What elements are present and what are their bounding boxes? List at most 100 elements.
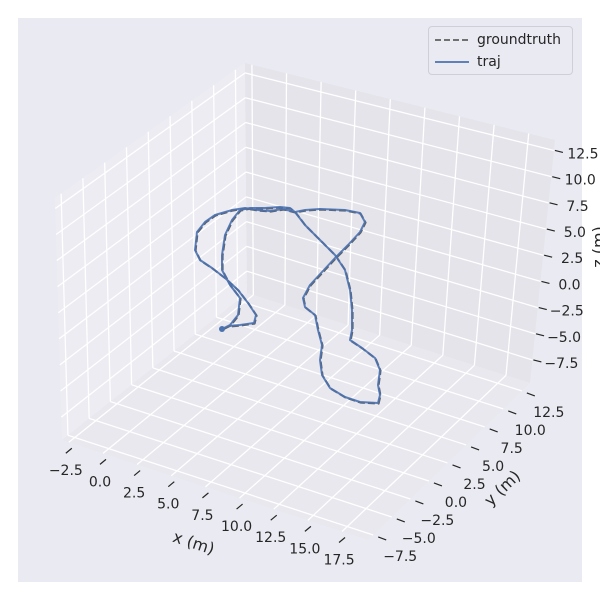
traj-line (194, 206, 381, 404)
gridline-z (246, 245, 536, 335)
legend-item-groundtruth: groundtruth (435, 30, 561, 50)
y-tick (526, 392, 536, 397)
x-tick (304, 525, 312, 532)
gridline-y (191, 100, 196, 335)
z-tick (533, 359, 542, 363)
gridline-x (410, 107, 426, 346)
gridline-x (505, 133, 530, 376)
x-tick-label: 2.5 (123, 486, 145, 502)
y-tick-label: 2.5 (463, 477, 485, 493)
y-tick (452, 464, 461, 469)
gridline-y (212, 85, 218, 318)
gridline-z (57, 171, 247, 314)
gridline-y (67, 434, 374, 536)
gridline-y (173, 350, 467, 446)
y-tick (433, 482, 443, 487)
x-tick (236, 503, 243, 510)
gridline-z (56, 121, 246, 262)
z-tick (546, 228, 555, 232)
z-tick-label: 12.5 (567, 146, 598, 162)
z-tick-label: 10.0 (565, 173, 596, 189)
gridline-y (195, 333, 485, 428)
y-tick (415, 500, 424, 505)
gridline-z (59, 221, 247, 366)
gridline-y (125, 147, 133, 385)
gridline-z (55, 97, 246, 236)
x-tick (99, 458, 107, 465)
y-tick (470, 446, 480, 451)
gridline-y (88, 417, 392, 518)
legend: groundtruth traj (428, 26, 573, 75)
y-tick (377, 536, 387, 541)
z-tick-label: 7.5 (566, 199, 588, 215)
gridline-x (473, 124, 495, 366)
x-tick-label: 10.0 (221, 519, 252, 535)
gridline-x (379, 99, 391, 336)
gridline-z (246, 220, 538, 309)
x-tick (270, 514, 278, 521)
y-tick (489, 428, 498, 433)
gridline-y (110, 400, 411, 500)
z-tick (552, 176, 561, 180)
y-tick-label: 0.0 (445, 495, 467, 511)
gridline-z (244, 72, 555, 152)
gridlines (54, 64, 555, 536)
ticks: −2.50.02.55.07.510.012.515.017.5 −7.5−5.0… (49, 146, 599, 568)
z-tick (541, 280, 550, 284)
gridline-z (58, 196, 247, 340)
trajectories (194, 206, 382, 405)
x-tick-label: −2.5 (49, 463, 83, 479)
gridline-y (169, 116, 175, 352)
x-tick-label: 7.5 (191, 508, 213, 524)
z-tick (535, 333, 545, 337)
gridline-y (60, 193, 69, 436)
x-tick (167, 481, 175, 488)
x-tick (338, 537, 346, 543)
z-tick (549, 202, 558, 206)
legend-item-traj: traj (435, 52, 501, 72)
gridline-y (131, 384, 430, 482)
x-tick-label: 0.0 (89, 474, 111, 490)
y-tick (508, 410, 517, 415)
gridline-z (245, 97, 552, 178)
gridline-z (245, 146, 547, 230)
gridline-y (82, 178, 90, 419)
gridline-x (284, 73, 288, 306)
z-tick-label: −7.5 (544, 356, 578, 372)
y-tick-label: −2.5 (420, 513, 454, 529)
gridline-x (251, 64, 254, 296)
trajectory-start-marker (219, 326, 225, 332)
y-tick-label: 7.5 (501, 441, 523, 457)
gridline-z (54, 72, 246, 209)
y-tick-label: −5.0 (402, 531, 436, 547)
gridline-y (152, 367, 448, 464)
z-axis-label: z (m) (589, 226, 600, 268)
y-tick-label: 5.0 (482, 459, 504, 475)
z-tick (544, 254, 553, 258)
z-tick (554, 149, 564, 154)
x-tick (133, 470, 141, 477)
y-tick (396, 518, 405, 523)
gridline-z (60, 270, 248, 418)
gridline-y (237, 299, 523, 392)
x-tick-label: 12.5 (255, 530, 286, 546)
solid-line-icon (435, 61, 469, 63)
x-tick (65, 447, 73, 454)
z-tick-label: 5.0 (564, 225, 586, 241)
x-tick-label: 15.0 (289, 541, 320, 557)
dashed-line-icon (435, 39, 469, 41)
x-tick-label: 5.0 (157, 497, 179, 513)
gridline-z (245, 121, 549, 204)
gridline-z (245, 171, 544, 256)
z-tick-label: 2.5 (561, 251, 583, 267)
gridline-y (147, 131, 154, 368)
gridline-x (442, 116, 461, 356)
y-tick-label: 12.5 (533, 405, 564, 421)
x-tick (202, 492, 209, 499)
gridline-y (216, 316, 504, 410)
gridline-z (57, 146, 247, 288)
gridline-y (104, 162, 112, 402)
gridline-y (234, 69, 239, 301)
legend-label: traj (477, 54, 501, 70)
